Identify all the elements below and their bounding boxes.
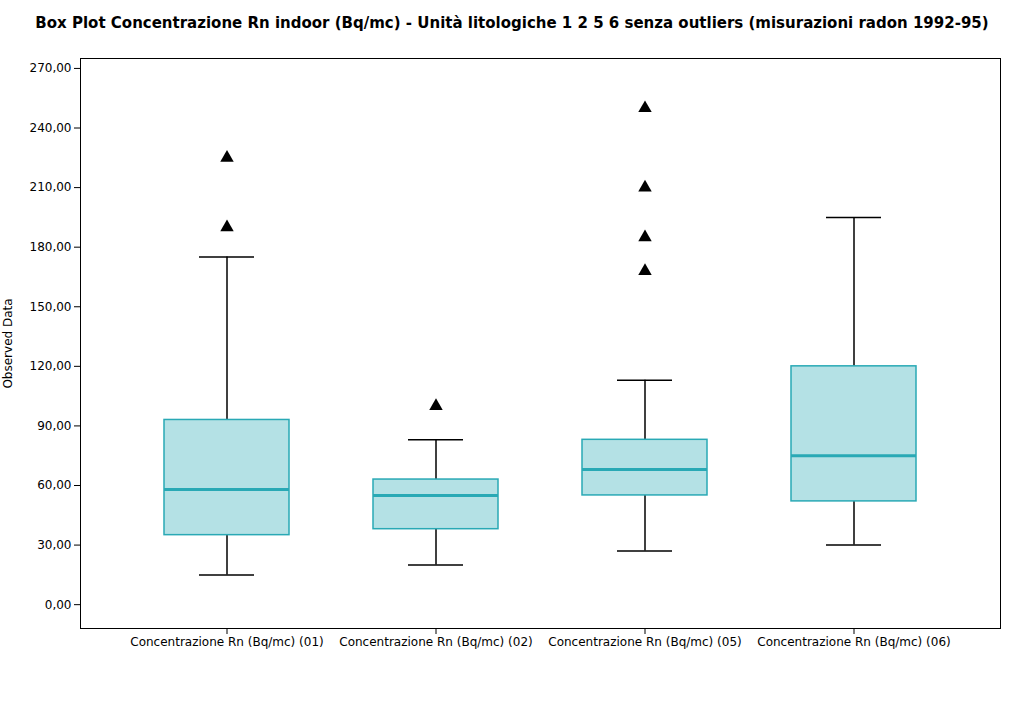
svg-text:30,00: 30,00 (37, 538, 71, 552)
svg-text:240,00: 240,00 (30, 121, 72, 135)
svg-text:Concentrazione Rn (Bq/mc) (05): Concentrazione Rn (Bq/mc) (05) (548, 635, 741, 649)
svg-text:60,00: 60,00 (37, 478, 71, 492)
svg-text:120,00: 120,00 (30, 359, 72, 373)
svg-text:150,00: 150,00 (30, 300, 72, 314)
svg-text:Concentrazione Rn (Bq/mc) (02): Concentrazione Rn (Bq/mc) (02) (339, 635, 532, 649)
svg-text:0,00: 0,00 (45, 598, 72, 612)
svg-text:Concentrazione Rn (Bq/mc) (06): Concentrazione Rn (Bq/mc) (06) (757, 635, 950, 649)
svg-text:Concentrazione Rn (Bq/mc) (01): Concentrazione Rn (Bq/mc) (01) (130, 635, 323, 649)
svg-text:90,00: 90,00 (37, 419, 71, 433)
svg-text:Observed Data: Observed Data (1, 298, 15, 388)
svg-text:210,00: 210,00 (30, 180, 72, 194)
svg-text:270,00: 270,00 (30, 61, 72, 75)
html-text:Box Plot Concentrazione Rn ind: Box Plot Concentrazione Rn indoor (Bq/mc… (35, 14, 989, 32)
svg-text:180,00: 180,00 (30, 240, 72, 254)
